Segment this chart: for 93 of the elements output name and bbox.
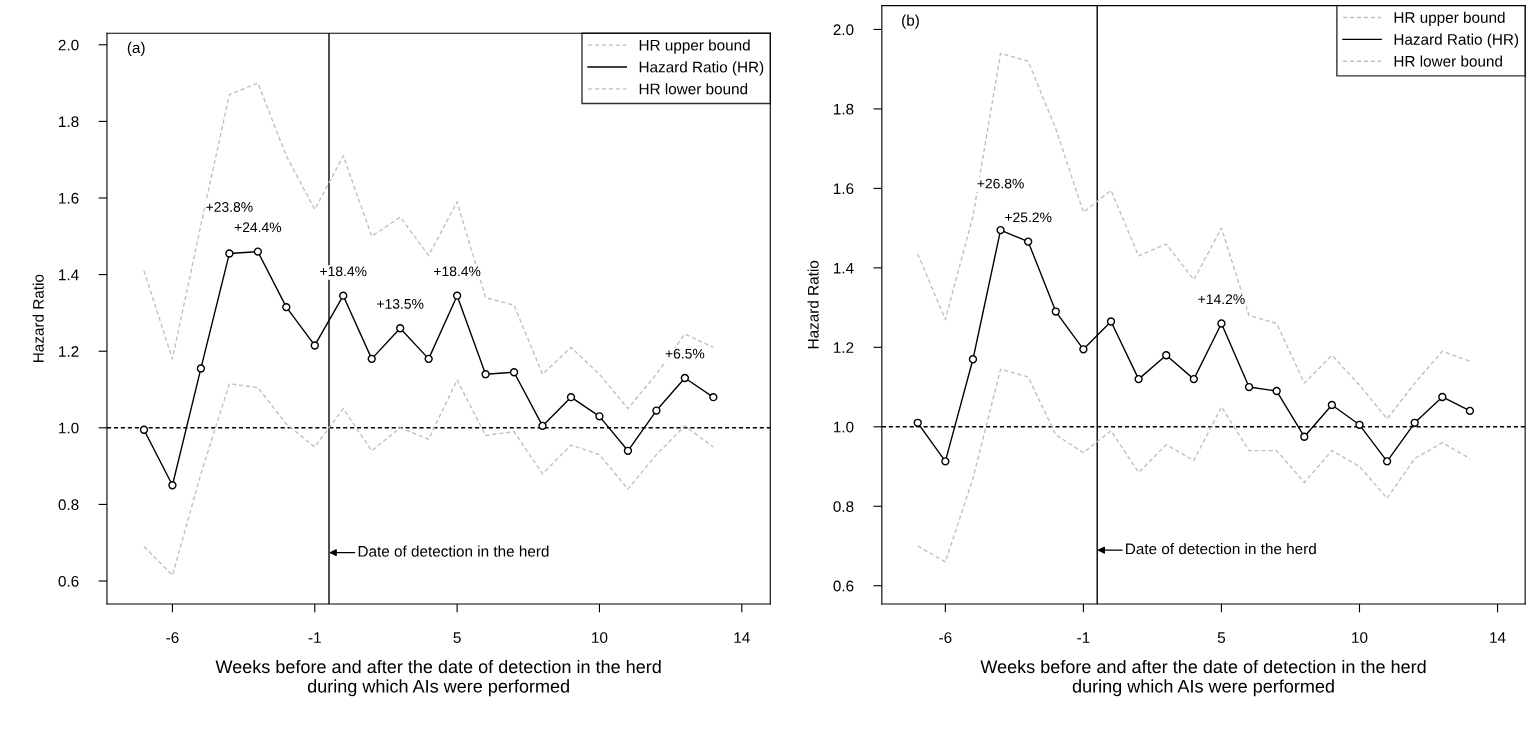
legend-label: HR upper bound <box>1394 11 1505 26</box>
point <box>509 368 519 377</box>
y-tick-label: 0.8 <box>58 499 79 511</box>
y-tick-label: 1.2 <box>834 342 854 353</box>
point <box>168 481 177 490</box>
y-tick-label: 1.4 <box>834 262 854 274</box>
point <box>225 249 234 258</box>
point <box>1106 317 1116 326</box>
point <box>1134 374 1143 384</box>
point <box>566 393 576 402</box>
annotation: +25.2% <box>1005 212 1052 223</box>
point <box>1051 307 1060 316</box>
y-axis-title: Hazard Ratio <box>807 260 819 349</box>
y-tick-label: 1.6 <box>834 183 854 195</box>
annotation: +14.2% <box>1198 294 1245 305</box>
point <box>253 247 263 256</box>
point <box>913 418 922 427</box>
y-tick-label: 1.0 <box>834 421 854 433</box>
point <box>623 446 633 455</box>
y-tick-label: 0.8 <box>833 501 854 512</box>
point <box>1410 418 1419 427</box>
point <box>1465 406 1475 416</box>
x-axis-title: Weeks before and after the date of detection in the herd during which AIs were performed <box>215 659 661 697</box>
point <box>1327 400 1337 410</box>
annotation: +13.5% <box>377 298 424 309</box>
y-tick-label: 2.0 <box>833 24 854 36</box>
x-tick-label: 14 <box>1490 632 1506 643</box>
y-axis-title: Hazard Ratio <box>32 274 44 362</box>
point <box>452 291 462 300</box>
point <box>424 354 433 364</box>
x-tick-label: 5 <box>453 632 461 644</box>
point <box>282 302 291 312</box>
point <box>680 373 690 383</box>
point <box>1272 386 1281 396</box>
x-tick-label: -6 <box>166 632 179 644</box>
x-tick-label: -1 <box>1077 632 1090 643</box>
y-tick-label: 1.8 <box>834 103 854 115</box>
y-tick-label: 0.6 <box>833 580 854 592</box>
point <box>941 457 950 466</box>
point <box>1024 237 1033 246</box>
point <box>996 225 1005 235</box>
point <box>1438 392 1447 402</box>
annotation: +26.8% <box>977 178 1024 189</box>
x-tick-label: 14 <box>734 632 750 643</box>
y-tick-label: 2.0 <box>58 39 79 51</box>
text: (a) <box>127 41 145 57</box>
point <box>139 425 149 434</box>
legend-label: Hazard Ratio (HR) <box>1394 33 1519 48</box>
point <box>968 355 978 364</box>
annotation: +6.5% <box>665 348 705 359</box>
point <box>1355 420 1364 429</box>
legend-label: HR upper bound <box>639 39 750 54</box>
y-tick-label: 1.2 <box>59 346 79 357</box>
annotation: +18.4% <box>320 266 367 277</box>
point <box>196 364 206 373</box>
annotation: +23.8% <box>206 202 253 212</box>
y-tick-label: 1.4 <box>59 269 79 281</box>
point <box>1217 319 1226 328</box>
point <box>1189 374 1199 384</box>
point <box>1300 432 1309 441</box>
point <box>1162 351 1171 360</box>
y-tick-label: 1.0 <box>59 422 79 434</box>
y-tick-label: 1.8 <box>59 116 79 128</box>
annotation: Date of detection in the herd <box>358 545 549 557</box>
point <box>595 412 604 421</box>
point <box>538 421 547 431</box>
point <box>481 370 490 379</box>
x-tick-label: -6 <box>939 632 952 644</box>
point <box>652 406 661 415</box>
point <box>310 341 319 350</box>
legend-label: Hazard Ratio (HR) <box>639 61 764 76</box>
y-tick-label: 0.6 <box>58 575 79 587</box>
annotation: +24.4% <box>234 222 282 233</box>
point <box>367 354 376 364</box>
annotation: Date of detection in the herd <box>1126 543 1316 555</box>
point <box>339 291 348 300</box>
x-tick-label: 10 <box>1352 632 1368 644</box>
line-series <box>143 379 715 576</box>
x-tick-label: 5 <box>1217 632 1226 644</box>
x-axis-title: Weeks before and after the date of detection in the herd during which AIs were performed <box>980 659 1426 697</box>
point <box>709 393 718 402</box>
point <box>396 324 405 333</box>
y-tick-label: 1.6 <box>59 192 79 204</box>
annotation: +18.4% <box>434 266 481 277</box>
x-tick-label: 10 <box>592 632 608 644</box>
x-tick-label: -1 <box>308 632 321 643</box>
point <box>1244 382 1254 392</box>
point <box>1382 457 1392 466</box>
text: (b) <box>902 14 919 29</box>
line-series <box>917 368 1471 563</box>
point <box>1079 345 1088 354</box>
legend-label: HR lower bound <box>1394 55 1502 67</box>
legend-label: HR lower bound <box>639 83 748 95</box>
